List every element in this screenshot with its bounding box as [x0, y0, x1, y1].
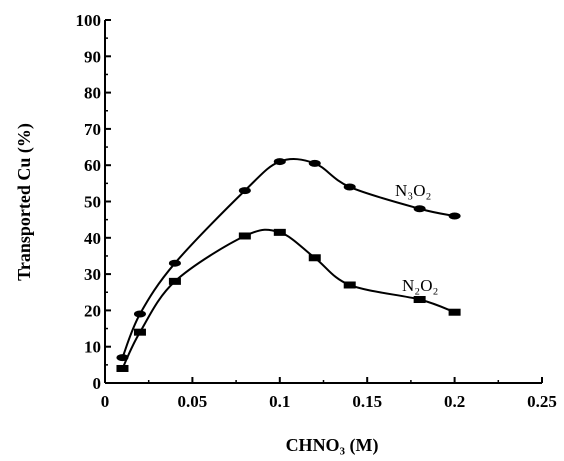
series-labels: N₃O₂ N₂O₂	[395, 181, 438, 295]
y-tick-label: 100	[76, 11, 102, 30]
series-line	[121, 228, 455, 369]
x-tick-label: 0.1	[269, 392, 290, 411]
y-tick-label: 40	[84, 229, 101, 248]
x-axis-ticks: 0 0.05 0.1 0.15 0.2 0.25	[101, 377, 557, 411]
y-tick-label: 50	[84, 193, 101, 212]
x-tick-label: 0.15	[352, 392, 382, 411]
data-point-square	[116, 364, 129, 372]
data-point-square	[168, 277, 181, 285]
data-point-square	[238, 232, 251, 240]
data-point-circle	[343, 183, 356, 191]
y-tick-label: 20	[84, 301, 101, 320]
y-tick-label: 10	[84, 338, 101, 357]
series-label: N₂O₂	[402, 276, 438, 295]
data-point-circle	[273, 158, 286, 166]
data-point-circle	[168, 259, 181, 267]
data-point-square	[448, 308, 461, 316]
y-tick-label: 0	[93, 374, 102, 393]
data-point-circle	[116, 354, 129, 362]
y-tick-label: 30	[84, 265, 101, 284]
data-point-square	[343, 281, 356, 289]
axes	[104, 20, 542, 384]
y-tick-label: 80	[84, 84, 101, 103]
y-tick-label: 90	[84, 47, 101, 66]
y-axis-ticks: 0 10 20 30 40 50 60 70 80 90 100	[76, 11, 111, 393]
x-tick-label: 0	[101, 392, 110, 411]
x-tick-label: 0.05	[178, 392, 208, 411]
x-axis-title: CHNO₃ (M)	[286, 435, 379, 456]
data-point-square	[133, 328, 146, 336]
data-point-circle	[413, 205, 426, 213]
data-point-circle	[133, 310, 146, 318]
series-label: N₃O₂	[395, 181, 431, 200]
data-point-circle	[238, 187, 251, 195]
y-tick-label: 70	[84, 120, 101, 139]
data-point-square	[273, 228, 286, 236]
data-point-square	[308, 254, 321, 262]
x-tick-label: 0.2	[444, 392, 465, 411]
series-markers	[116, 158, 461, 372]
x-tick-label: 0.25	[527, 392, 557, 411]
y-axis-title: Transported Cu (%)	[14, 123, 35, 281]
data-point-circle	[308, 159, 321, 167]
data-point-circle	[448, 212, 461, 220]
data-point-square	[413, 296, 426, 304]
y-tick-label: 60	[84, 156, 101, 175]
